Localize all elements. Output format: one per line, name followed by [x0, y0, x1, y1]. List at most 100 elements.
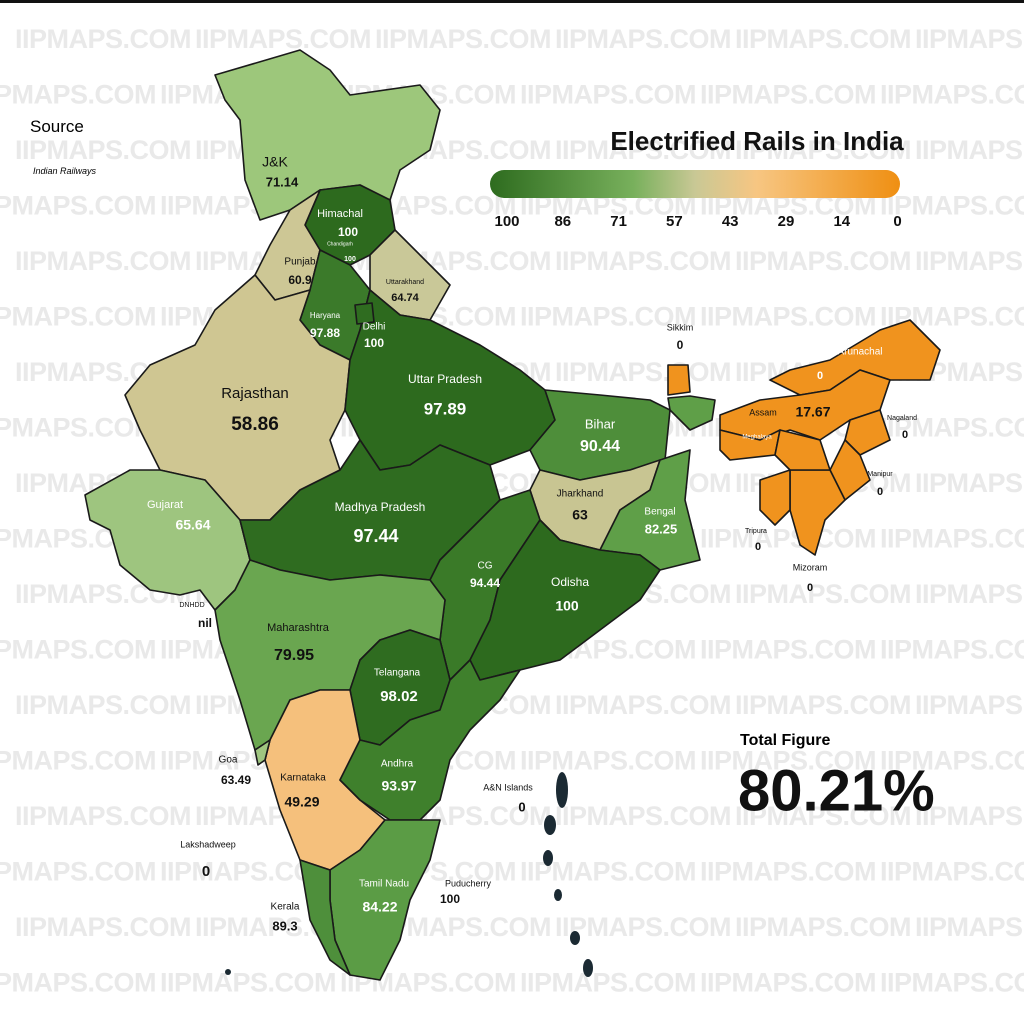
- region-name: Telangana: [374, 668, 421, 679]
- region-value: 94.44: [470, 576, 500, 590]
- island: [556, 772, 568, 808]
- region-name: Meghalaya: [742, 435, 772, 441]
- region-value: 0: [807, 582, 813, 594]
- watermark: IIPMAPS.COM: [0, 968, 156, 998]
- region-value: 0: [817, 370, 823, 382]
- source-name: Indian Railways: [33, 166, 97, 176]
- region-value: 97.88: [310, 326, 340, 340]
- legend-ticks: 100 86 71 57 43 29 14 0: [494, 213, 901, 230]
- legend-tick-label: 71: [610, 213, 627, 230]
- region-name: Karnataka: [280, 773, 326, 784]
- watermark: IIPMAPS.COM: [735, 24, 911, 54]
- watermark: IIPMAPS.COM: [700, 857, 876, 887]
- watermark: IIPMAPS.COM: [700, 746, 876, 776]
- region-value: 49.29: [284, 794, 319, 810]
- region-name: Bengal: [644, 507, 675, 518]
- watermark: IIPMAPS.COM: [0, 857, 156, 887]
- total-value: 80.21%: [738, 758, 935, 823]
- watermark: IIPMAPS.COM: [555, 690, 731, 720]
- total-label: Total Figure: [740, 732, 830, 749]
- map-title: Electrified Rails in India: [610, 126, 904, 156]
- region-name: Bihar: [585, 416, 616, 431]
- watermark: IIPMAPS.COM: [735, 579, 911, 609]
- region-name: Uttar Pradesh: [408, 372, 482, 386]
- watermark: IIPMAPS.COM: [15, 135, 191, 165]
- island: [544, 815, 556, 835]
- watermark: IIPMAPS.COM: [735, 246, 911, 276]
- region-value: 90.44: [580, 438, 620, 455]
- watermark: IIPMAPS.COM: [555, 801, 731, 831]
- watermark: IIPMAPS.COM: [555, 24, 731, 54]
- legend-tick-label: 0: [893, 213, 901, 230]
- region-name: Kerala: [271, 902, 300, 913]
- region-name: Nagaland: [887, 415, 917, 422]
- island: [225, 969, 231, 975]
- region-value: 98.02: [380, 688, 418, 705]
- region-shape: [789, 469, 846, 556]
- region-name: Tripura: [745, 528, 767, 535]
- legend-tick-label: 14: [833, 213, 850, 230]
- watermark: IIPMAPS.COM: [880, 413, 1024, 443]
- region-value: 100: [555, 598, 579, 614]
- region-shape: [667, 395, 716, 431]
- region-name: Lakshadweep: [180, 839, 236, 849]
- legend-tick-label: 57: [666, 213, 683, 230]
- island: [543, 850, 553, 866]
- region-name: Jharkhand: [557, 489, 604, 500]
- watermark: IIPMAPS.COM: [520, 746, 696, 776]
- source-label: Source: [30, 117, 84, 136]
- watermark: IIPMAPS.COM: [15, 912, 191, 942]
- region-value: 71.14: [266, 174, 299, 189]
- region-name: J&K: [262, 154, 288, 170]
- region-name: Mizoram: [793, 562, 828, 572]
- region-name: Puducherry: [445, 878, 492, 888]
- region-name: Manipur: [867, 471, 893, 478]
- legend-bar: [490, 170, 900, 198]
- region-value: 0: [202, 863, 210, 880]
- region-value: 60.9: [288, 273, 312, 287]
- watermark: IIPMAPS.COM: [0, 80, 156, 110]
- watermark: IIPMAPS.COM: [915, 801, 1024, 831]
- region-value: 63.49: [221, 773, 251, 787]
- region-name: Madhya Pradesh: [335, 500, 426, 514]
- region-value: 100: [440, 892, 460, 906]
- region-value: 100: [344, 256, 356, 263]
- watermark: IIPMAPS.COM: [375, 24, 551, 54]
- island: [570, 931, 580, 945]
- region-shape: [469, 519, 661, 681]
- watermark: IIPMAPS.COM: [0, 746, 156, 776]
- watermark: IIPMAPS.COM: [880, 968, 1024, 998]
- watermark: IIPMAPS.COM: [555, 912, 731, 942]
- watermark: IIPMAPS.COM: [0, 191, 156, 221]
- india-map: [84, 49, 941, 981]
- watermark: IIPMAPS.COM: [735, 135, 911, 165]
- island: [554, 889, 562, 901]
- region-name: Haryana: [310, 311, 341, 320]
- watermark: IIPMAPS.COM: [915, 135, 1024, 165]
- watermark: IIPMAPS.COM: [160, 968, 336, 998]
- watermark: IIPMAPS.COM: [15, 690, 191, 720]
- region-value: 100: [338, 225, 358, 239]
- legend-tick-label: 43: [722, 213, 739, 230]
- watermark: IIPMAPS.COM: [520, 968, 696, 998]
- region-name: A&N Islands: [483, 782, 533, 792]
- region-value: 17.67: [795, 404, 830, 420]
- region-value: 0: [518, 799, 525, 814]
- region-value: 89.3: [272, 918, 297, 933]
- region-value: 82.25: [645, 521, 678, 536]
- region-shape: [254, 739, 271, 766]
- watermark: IIPMAPS.COM: [880, 80, 1024, 110]
- watermark: IIPMAPS.COM: [520, 302, 696, 332]
- watermark: IIPMAPS.COM: [15, 246, 191, 276]
- region-shape: [759, 469, 791, 526]
- watermark: IIPMAPS.COM: [0, 635, 156, 665]
- watermark: IIPMAPS.COM: [915, 579, 1024, 609]
- region-value: 0: [877, 486, 883, 498]
- watermark: IIPMAPS.COM: [700, 80, 876, 110]
- watermark: IIPMAPS.COM: [880, 191, 1024, 221]
- region-value: 0: [677, 338, 684, 352]
- watermark: IIPMAPS.COM: [880, 746, 1024, 776]
- watermark: IIPMAPS.COM: [15, 24, 191, 54]
- islands: [225, 772, 593, 977]
- region-name: Delhi: [363, 322, 386, 333]
